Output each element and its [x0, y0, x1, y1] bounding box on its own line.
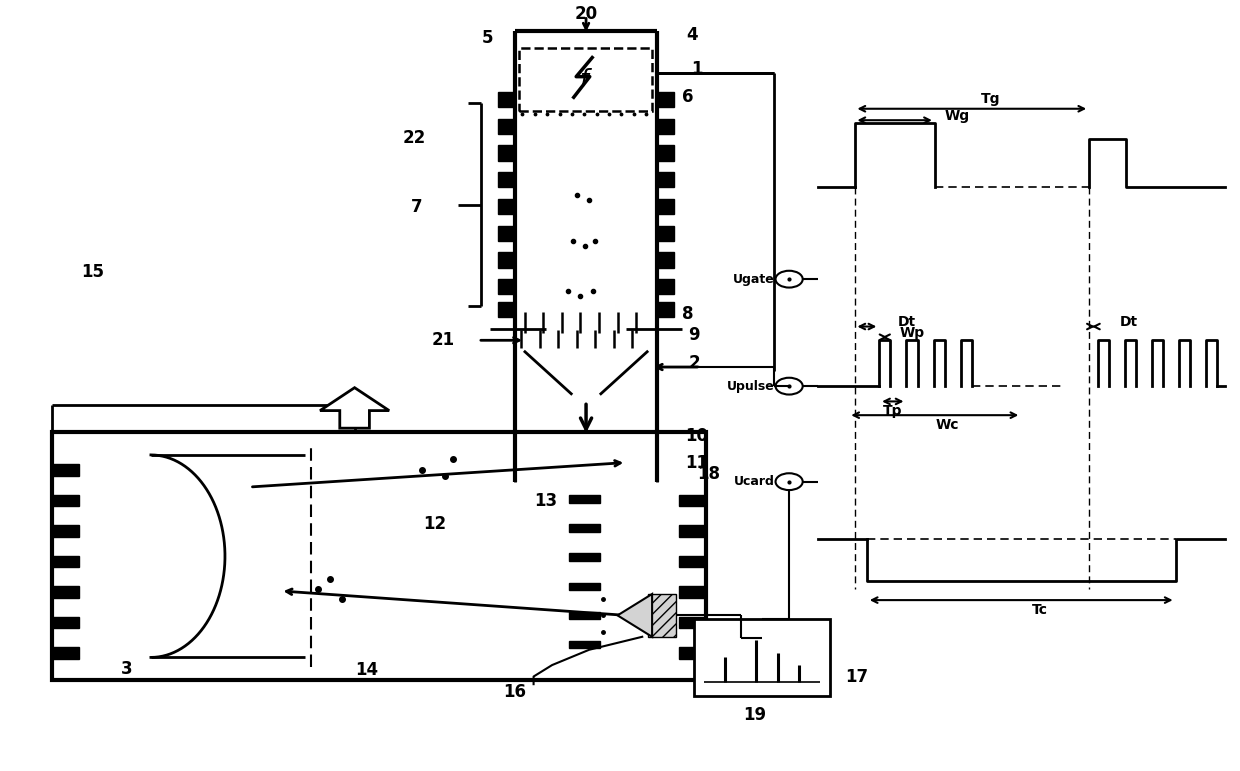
Text: $\mathbf{\mathit{f}}$: $\mathbf{\mathit{f}}$ [579, 68, 593, 92]
Text: 19: 19 [744, 705, 766, 724]
Text: 10: 10 [684, 427, 708, 445]
Bar [497, 302, 515, 318]
Bar [680, 495, 707, 506]
Bar [52, 495, 79, 506]
Bar [52, 464, 79, 476]
Bar [52, 556, 79, 567]
Bar [497, 92, 515, 107]
Text: Wg: Wg [945, 109, 970, 123]
Text: 21: 21 [432, 332, 455, 349]
Bar [657, 279, 675, 295]
Bar [657, 252, 675, 268]
Bar [680, 587, 707, 598]
Text: 22: 22 [402, 129, 425, 146]
Bar [569, 583, 600, 590]
Bar [657, 226, 675, 241]
Bar [497, 172, 515, 187]
Text: 5: 5 [482, 29, 494, 48]
Polygon shape [320, 388, 389, 428]
Bar [680, 617, 707, 628]
Bar [657, 92, 675, 107]
Bar [569, 641, 600, 648]
Bar [680, 556, 707, 567]
Bar [497, 226, 515, 241]
Text: 2: 2 [688, 354, 699, 372]
Bar [497, 146, 515, 160]
Text: 18: 18 [697, 465, 720, 483]
Text: Dt: Dt [1120, 315, 1137, 329]
Text: Dt: Dt [898, 315, 915, 329]
Bar [52, 648, 79, 659]
Text: 11: 11 [684, 453, 708, 472]
Text: Ugate: Ugate [733, 273, 774, 286]
Bar [657, 302, 675, 318]
Bar [52, 617, 79, 628]
Text: 14: 14 [356, 662, 378, 679]
Text: 17: 17 [846, 668, 868, 685]
Bar [497, 252, 515, 268]
Polygon shape [618, 594, 652, 637]
Text: Wp: Wp [900, 326, 925, 341]
Bar [497, 279, 515, 295]
Bar [657, 119, 675, 134]
Text: 16: 16 [503, 683, 527, 701]
Bar [569, 554, 600, 561]
Text: 8: 8 [682, 305, 693, 322]
Bar [649, 594, 676, 637]
Bar [657, 199, 675, 214]
Text: 3: 3 [120, 660, 131, 678]
Text: 13: 13 [534, 492, 558, 510]
Text: Wc: Wc [935, 418, 959, 432]
Bar [680, 525, 707, 537]
Bar [518, 49, 652, 111]
Bar [569, 496, 600, 503]
Text: 20: 20 [574, 5, 598, 23]
Text: 4: 4 [686, 25, 697, 44]
Bar [569, 611, 600, 619]
Text: Ucard: Ucard [733, 475, 774, 488]
Bar [657, 146, 675, 160]
Text: 15: 15 [82, 262, 104, 281]
Text: Tg: Tg [981, 92, 1001, 106]
Bar [52, 432, 707, 680]
Bar [52, 525, 79, 537]
Text: Tp: Tp [883, 404, 903, 419]
Text: Upulse: Upulse [727, 379, 774, 392]
Bar [569, 524, 600, 532]
Text: 7: 7 [410, 197, 422, 216]
Text: 12: 12 [423, 515, 446, 533]
Bar [680, 648, 707, 659]
Text: Tc: Tc [1032, 603, 1048, 617]
Bar [657, 172, 675, 187]
Bar [52, 587, 79, 598]
Text: 1: 1 [691, 60, 702, 78]
Bar [694, 619, 830, 695]
Text: 9: 9 [688, 326, 699, 344]
Text: 6: 6 [682, 89, 693, 106]
Bar [497, 199, 515, 214]
Bar [497, 119, 515, 134]
